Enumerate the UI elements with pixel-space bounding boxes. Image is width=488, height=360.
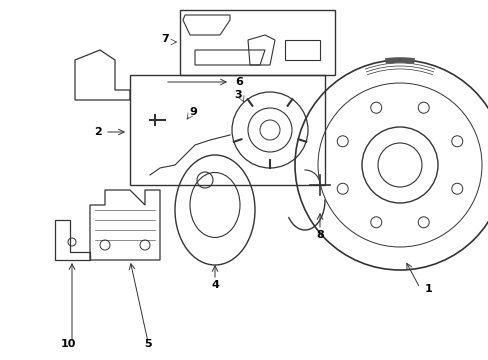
- Text: 4: 4: [211, 280, 219, 290]
- Text: 10: 10: [60, 339, 76, 349]
- Bar: [130, 75, 325, 185]
- Text: 3: 3: [234, 90, 242, 100]
- Text: 7: 7: [161, 34, 168, 44]
- Text: 1: 1: [424, 284, 432, 294]
- Text: 8: 8: [315, 230, 323, 240]
- Text: 9: 9: [189, 107, 197, 117]
- Text: 6: 6: [235, 77, 243, 87]
- Bar: [180, 10, 334, 75]
- Text: 2: 2: [94, 127, 102, 137]
- Text: 5: 5: [144, 339, 151, 349]
